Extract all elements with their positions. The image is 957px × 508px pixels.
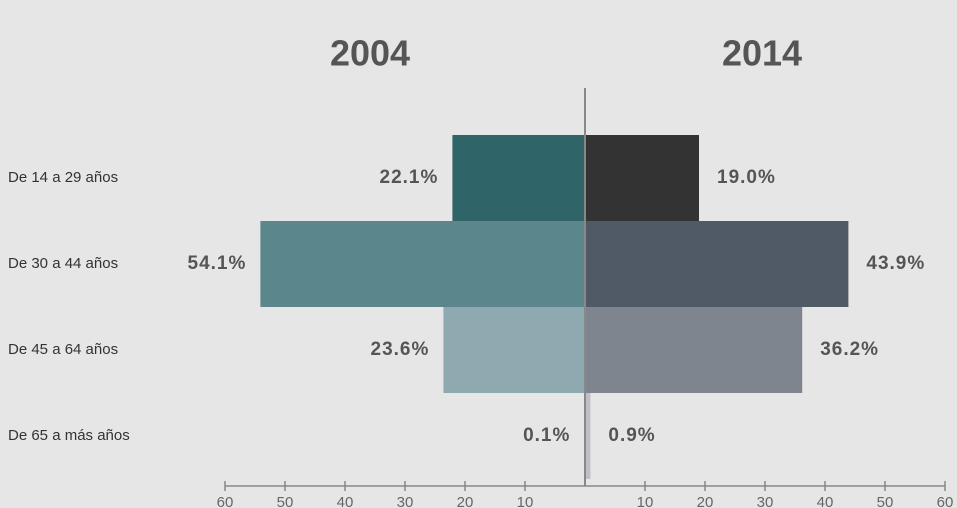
- x-tick-label: 60: [937, 494, 954, 508]
- x-tick-label: 40: [817, 494, 834, 508]
- value-label: 0.9%: [608, 425, 655, 446]
- category-label: De 30 a 44 años: [8, 255, 118, 272]
- value-label: 43.9%: [866, 253, 925, 274]
- bar: [452, 135, 585, 221]
- bar: [260, 221, 585, 307]
- bar: [585, 135, 699, 221]
- category-label: De 65 a más años: [8, 427, 130, 444]
- x-tick-label: 20: [457, 494, 474, 508]
- x-tick-label: 10: [517, 494, 534, 508]
- bar: [443, 307, 585, 393]
- value-label: 23.6%: [371, 339, 430, 360]
- bar: [585, 307, 803, 393]
- right-title: 2014: [722, 33, 802, 74]
- x-tick-label: 30: [757, 494, 774, 508]
- x-tick-label: 40: [337, 494, 354, 508]
- value-label: 0.1%: [523, 425, 570, 446]
- category-label: De 45 a 64 años: [8, 341, 118, 358]
- x-tick-label: 10: [637, 494, 654, 508]
- value-label: 54.1%: [188, 253, 247, 274]
- bar: [585, 393, 591, 479]
- x-tick-label: 20: [697, 494, 714, 508]
- x-tick-label: 30: [397, 494, 414, 508]
- value-label: 36.2%: [820, 339, 879, 360]
- x-tick-label: 50: [277, 494, 294, 508]
- left-title: 2004: [330, 33, 410, 74]
- value-label: 22.1%: [380, 167, 439, 188]
- value-label: 19.0%: [717, 167, 776, 188]
- x-tick-label: 60: [217, 494, 234, 508]
- bar: [585, 221, 849, 307]
- x-tick-label: 50: [877, 494, 894, 508]
- category-label: De 14 a 29 años: [8, 169, 118, 186]
